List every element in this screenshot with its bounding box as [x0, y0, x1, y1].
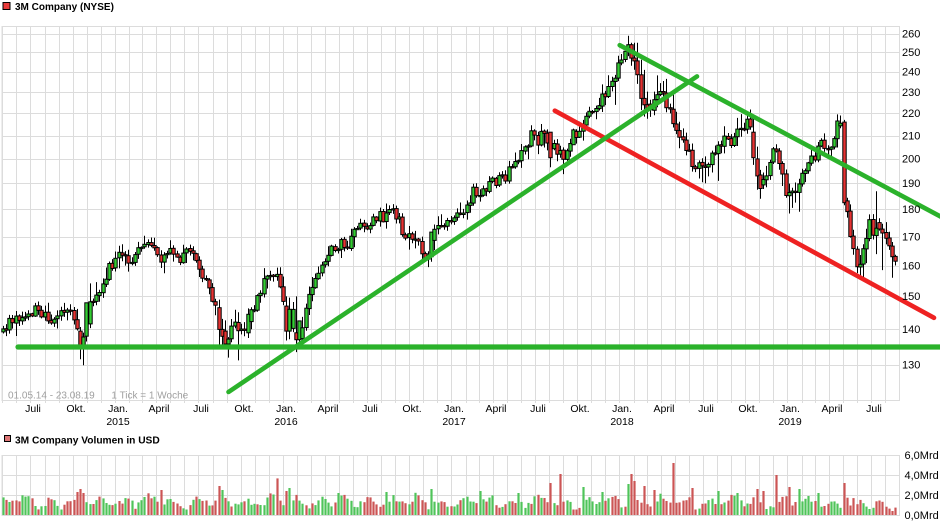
svg-text:3M Company Volumen in USD: 3M Company Volumen in USD — [15, 435, 160, 446]
svg-text:April: April — [148, 403, 169, 415]
svg-text:Okt.: Okt. — [570, 403, 589, 415]
svg-text:3M Company (NYSE): 3M Company (NYSE) — [15, 2, 114, 13]
svg-text:April: April — [485, 403, 506, 415]
svg-text:Jan.: Jan. — [612, 403, 632, 415]
svg-text:230: 230 — [902, 87, 920, 99]
svg-text:Jan.: Jan. — [444, 403, 464, 415]
svg-text:Jan.: Jan. — [780, 403, 800, 415]
svg-text:Okt.: Okt. — [738, 403, 757, 415]
svg-text:130: 130 — [902, 360, 920, 372]
svg-text:Juli: Juli — [866, 403, 882, 415]
svg-text:2019: 2019 — [778, 416, 802, 428]
svg-text:2018: 2018 — [610, 416, 634, 428]
svg-text:April: April — [821, 403, 842, 415]
svg-text:220: 220 — [902, 108, 920, 120]
svg-text:Jan.: Jan. — [108, 403, 128, 415]
svg-text:Juli: Juli — [25, 403, 41, 415]
svg-text:2015: 2015 — [106, 416, 130, 428]
svg-text:6,0Mrd: 6,0Mrd — [905, 450, 939, 462]
svg-text:April: April — [317, 403, 338, 415]
svg-text:170: 170 — [902, 231, 920, 243]
svg-text:Okt.: Okt. — [234, 403, 253, 415]
svg-text:180: 180 — [902, 204, 920, 216]
svg-text:Okt.: Okt. — [66, 403, 85, 415]
svg-text:200: 200 — [902, 154, 920, 166]
svg-text:160: 160 — [902, 260, 920, 272]
svg-text:0,0Mrd: 0,0Mrd — [905, 510, 939, 522]
svg-text:190: 190 — [902, 178, 920, 190]
svg-text:01.05.14 - 23.08.19 1 Tic: 01.05.14 - 23.08.19 1 Tick = 1 Woche — [8, 390, 189, 401]
svg-text:250: 250 — [902, 47, 920, 59]
svg-text:April: April — [653, 403, 674, 415]
svg-text:260: 260 — [902, 28, 920, 40]
svg-text:Jan.: Jan. — [276, 403, 296, 415]
svg-text:Juli: Juli — [530, 403, 546, 415]
svg-text:2016: 2016 — [274, 416, 298, 428]
svg-text:Juli: Juli — [362, 403, 378, 415]
svg-text:Juli: Juli — [698, 403, 714, 415]
svg-text:210: 210 — [902, 130, 920, 142]
svg-text:150: 150 — [902, 291, 920, 303]
svg-text:Juli: Juli — [193, 403, 209, 415]
svg-text:140: 140 — [902, 324, 920, 336]
svg-text:2017: 2017 — [442, 416, 466, 428]
svg-text:2,0Mrd: 2,0Mrd — [905, 490, 939, 502]
svg-text:Okt.: Okt. — [402, 403, 421, 415]
svg-text:4,0Mrd: 4,0Mrd — [905, 470, 939, 482]
svg-text:240: 240 — [902, 67, 920, 79]
